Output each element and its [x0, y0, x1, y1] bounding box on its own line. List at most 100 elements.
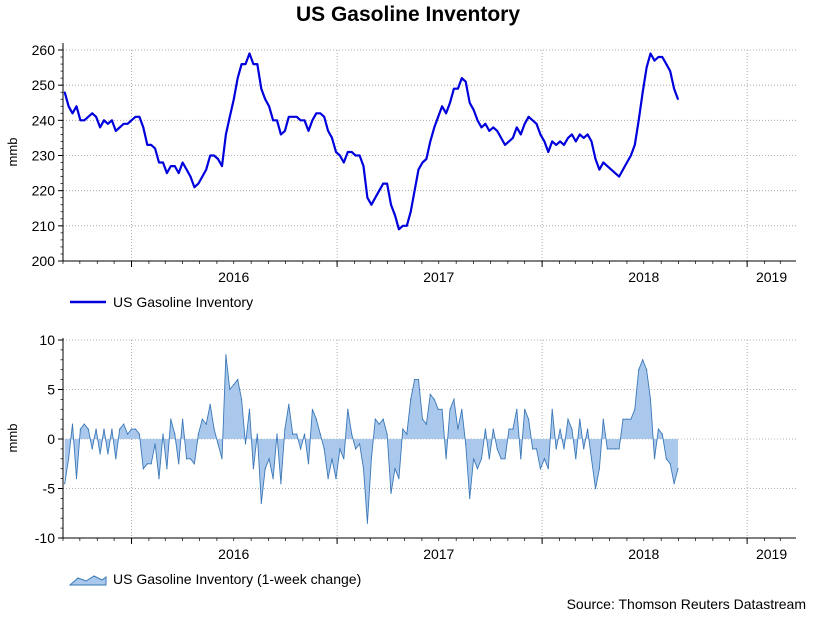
data-point	[335, 478, 337, 480]
top-y-axis: 200 210 220 230 240 250 260	[32, 42, 63, 269]
data-point	[374, 196, 377, 199]
data-point	[181, 161, 184, 164]
data-point	[614, 448, 616, 450]
data-point	[661, 56, 664, 58]
data-point	[213, 428, 215, 430]
data-point	[339, 448, 341, 450]
data-point	[142, 126, 145, 129]
data-point	[256, 433, 258, 435]
data-point	[630, 154, 632, 157]
data-point	[641, 91, 644, 93]
data-point	[288, 403, 290, 405]
data-point	[512, 137, 514, 139]
data-point	[587, 428, 589, 430]
data-point	[476, 119, 479, 122]
data-point	[594, 158, 597, 160]
data-point	[71, 423, 74, 425]
data-point	[359, 443, 361, 445]
data-point	[174, 165, 176, 167]
y-tick-label: 230	[32, 148, 56, 164]
data-point	[417, 379, 420, 381]
data-point	[649, 52, 652, 55]
data-point	[248, 52, 251, 55]
data-point	[527, 116, 530, 118]
data-point	[539, 468, 542, 470]
top-chart: 200 210 220 230 240 250 260 2016 2017 2018 2019 m…	[5, 42, 796, 310]
data-point	[382, 182, 385, 185]
data-point	[457, 428, 459, 430]
data-point	[409, 211, 412, 213]
data-point	[67, 105, 70, 108]
data-point	[602, 161, 605, 164]
y-tick-label: 0	[47, 431, 55, 447]
data-point	[177, 172, 180, 174]
data-point	[240, 63, 243, 65]
data-point	[555, 448, 557, 450]
data-point	[189, 175, 192, 178]
data-point	[75, 478, 78, 480]
data-point	[197, 433, 199, 435]
data-point	[237, 379, 239, 381]
data-point	[233, 383, 235, 386]
data-point	[130, 119, 133, 122]
data-point	[394, 468, 396, 470]
data-point	[638, 369, 640, 371]
data-point	[296, 433, 298, 435]
data-point	[398, 478, 400, 480]
data-point	[626, 161, 628, 164]
data-point	[260, 502, 262, 504]
data-point	[292, 433, 294, 435]
data-point	[563, 448, 565, 450]
data-point	[127, 433, 129, 435]
data-point	[563, 144, 565, 146]
data-point	[465, 443, 467, 445]
data-point	[653, 59, 656, 62]
data-point	[590, 458, 593, 460]
bottom-legend-label: US Gasoline Inventory (1-week change)	[113, 571, 361, 587]
data-point	[520, 458, 522, 460]
data-point	[115, 458, 117, 460]
data-point	[111, 428, 113, 430]
data-point	[174, 433, 176, 435]
data-point	[307, 130, 310, 132]
data-point	[272, 119, 274, 122]
data-point	[583, 448, 585, 450]
data-point	[280, 133, 282, 136]
data-point	[543, 140, 546, 143]
x-tick-label: 2017	[423, 546, 454, 562]
data-point	[370, 458, 372, 460]
data-point	[520, 133, 522, 136]
data-point	[91, 112, 93, 115]
data-point	[299, 119, 302, 122]
data-point	[535, 123, 538, 125]
data-point	[201, 418, 203, 420]
data-point	[225, 354, 227, 356]
data-point	[598, 468, 601, 470]
y-tick-label: 210	[32, 218, 56, 234]
data-point	[71, 112, 74, 115]
data-point	[394, 214, 396, 217]
data-point	[107, 453, 109, 455]
data-point	[622, 418, 624, 420]
data-point	[524, 408, 526, 410]
data-point	[445, 112, 447, 115]
data-point	[523, 123, 526, 125]
y-tick-label: 220	[32, 183, 56, 199]
data-point	[559, 140, 561, 143]
data-point	[543, 458, 546, 460]
top-series	[63, 52, 680, 231]
bottom-y-axis-label: mmb	[5, 424, 20, 453]
data-point	[91, 448, 93, 450]
data-point	[551, 408, 553, 410]
data-point	[457, 87, 459, 90]
data-point	[307, 463, 310, 465]
data-point	[626, 418, 628, 420]
data-point	[185, 168, 188, 171]
data-point	[508, 140, 510, 143]
top-legend: US Gasoline Inventory	[70, 294, 253, 310]
data-point	[673, 87, 675, 90]
data-point	[508, 428, 510, 430]
data-point	[516, 408, 518, 410]
data-point	[496, 130, 499, 132]
